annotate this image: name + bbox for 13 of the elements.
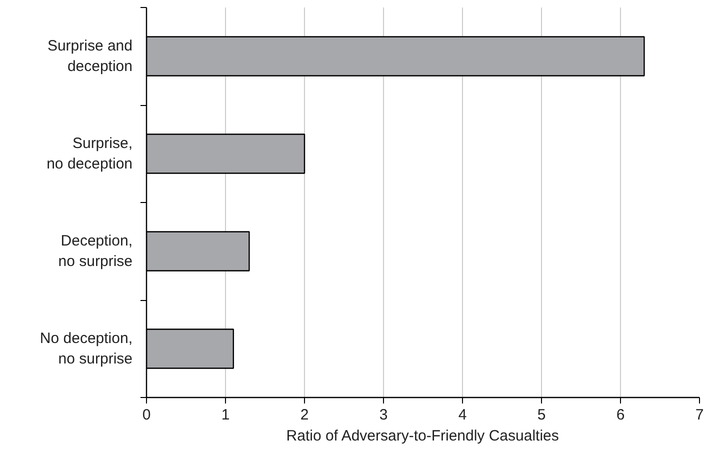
x-tick-label: 1 xyxy=(221,406,230,424)
y-tick-label: Surprise and deception xyxy=(47,38,133,75)
x-tick-label: 4 xyxy=(458,406,467,424)
x-axis-title: Ratio of Adversary-to-Friendly Casualties xyxy=(286,428,559,444)
y-tick-label: No deception, no surprise xyxy=(40,330,133,368)
x-tick-label: 7 xyxy=(695,406,704,424)
y-tick-label: Surprise, no deception xyxy=(46,135,133,172)
x-tick-label: 2 xyxy=(300,406,309,424)
y-tick-label: Deception, no surprise xyxy=(58,232,133,270)
x-tick-label: 0 xyxy=(142,406,151,424)
x-tick-label: 3 xyxy=(379,406,388,424)
x-tick-label: 6 xyxy=(616,406,625,424)
x-tick-label: 5 xyxy=(537,406,546,424)
